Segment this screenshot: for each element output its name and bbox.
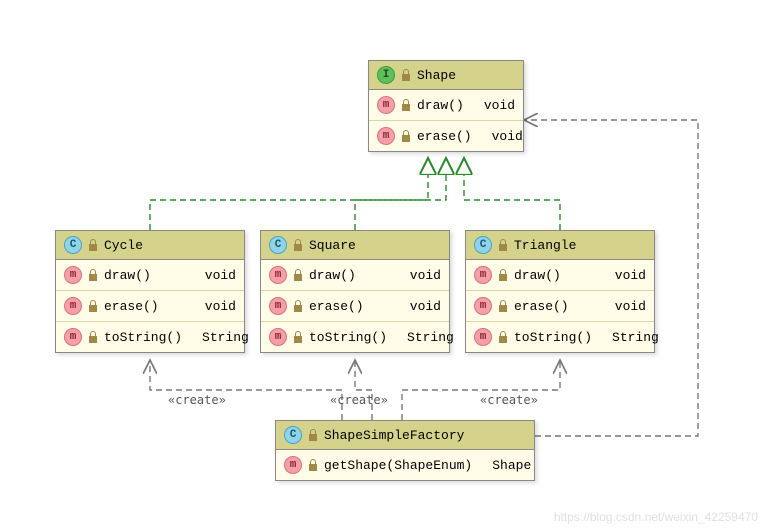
- method-badge-icon: m: [474, 297, 492, 315]
- method-return: void: [601, 268, 646, 283]
- method-signature: draw(): [514, 268, 595, 283]
- method-return: void: [601, 299, 646, 314]
- class-header: C Cycle: [56, 231, 244, 260]
- lock-icon: [401, 69, 411, 81]
- method-return: String: [393, 330, 454, 345]
- method-signature: toString(): [104, 330, 182, 345]
- class-name: Triangle: [514, 238, 576, 253]
- method-signature: draw(): [104, 268, 185, 283]
- class-badge-icon: C: [269, 236, 287, 254]
- class-body: mdraw()voidmerase()voidmtoString()String: [261, 260, 449, 352]
- method-signature: erase(): [514, 299, 595, 314]
- class-header: I Shape: [369, 61, 523, 90]
- class-factory: C ShapeSimpleFactory m getShape(ShapeEnum) S…: [275, 420, 535, 481]
- method-row: m erase() void: [261, 291, 449, 322]
- lock-icon: [308, 459, 318, 471]
- class-header: C Triangle: [466, 231, 654, 260]
- method-signature: toString(): [309, 330, 387, 345]
- method-badge-icon: m: [377, 127, 395, 145]
- method-return: Shape: [478, 458, 531, 473]
- method-return: void: [396, 299, 441, 314]
- method-signature: draw(): [417, 98, 464, 113]
- lock-icon: [293, 239, 303, 251]
- lock-icon: [498, 300, 508, 312]
- class-badge-icon: C: [284, 426, 302, 444]
- class-body: mdraw()voidmerase()voidmtoString()String: [466, 260, 654, 352]
- method-row: m getShape(ShapeEnum) Shape: [276, 450, 534, 480]
- class-name: Square: [309, 238, 356, 253]
- method-signature: getShape(ShapeEnum): [324, 458, 472, 473]
- method-row: m erase() void: [56, 291, 244, 322]
- lock-icon: [401, 99, 411, 111]
- lock-icon: [401, 130, 411, 142]
- method-row: m draw() void: [261, 260, 449, 291]
- class-header: C Square: [261, 231, 449, 260]
- class-body: m draw() void m erase() void: [369, 90, 523, 151]
- method-signature: erase(): [104, 299, 185, 314]
- method-signature: erase(): [417, 129, 472, 144]
- method-signature: erase(): [309, 299, 390, 314]
- watermark: https://blog.csdn.net/weixin_42259470: [554, 510, 758, 524]
- class-badge-icon: C: [474, 236, 492, 254]
- class-badge-icon: C: [64, 236, 82, 254]
- lock-icon: [498, 331, 508, 343]
- lock-icon: [308, 429, 318, 441]
- lock-icon: [88, 269, 98, 281]
- lock-icon: [293, 269, 303, 281]
- interface-badge-icon: I: [377, 66, 395, 84]
- method-return: void: [470, 98, 515, 113]
- class-square: C Square m draw() void m erase() void m toString(…: [260, 230, 450, 353]
- lock-icon: [293, 331, 303, 343]
- lock-icon: [88, 331, 98, 343]
- method-signature: draw(): [309, 268, 390, 283]
- class-cycle: C Cycle m draw() void m erase() void m toString()…: [55, 230, 245, 353]
- method-row: m erase() void: [369, 121, 523, 151]
- method-signature: toString(): [514, 330, 592, 345]
- svg-text:«create»: «create»: [480, 393, 538, 407]
- lock-icon: [88, 300, 98, 312]
- method-badge-icon: m: [64, 266, 82, 284]
- method-badge-icon: m: [64, 328, 82, 346]
- method-badge-icon: m: [269, 297, 287, 315]
- method-badge-icon: m: [474, 266, 492, 284]
- class-header: C ShapeSimpleFactory: [276, 421, 534, 450]
- method-row: m draw() void: [466, 260, 654, 291]
- method-row: mtoString()String: [261, 322, 449, 352]
- method-badge-icon: m: [269, 266, 287, 284]
- method-return: String: [598, 330, 659, 345]
- method-return: void: [191, 268, 236, 283]
- class-triangle: C Triangle m draw() void m erase() void m toStrin…: [465, 230, 655, 353]
- method-badge-icon: m: [377, 96, 395, 114]
- method-return: void: [396, 268, 441, 283]
- method-badge-icon: m: [474, 328, 492, 346]
- class-name: Cycle: [104, 238, 143, 253]
- class-name: Shape: [417, 68, 456, 83]
- class-name: ShapeSimpleFactory: [324, 428, 464, 443]
- method-row: m erase() void: [466, 291, 654, 322]
- method-row: mtoString()String: [56, 322, 244, 352]
- lock-icon: [498, 239, 508, 251]
- method-row: mtoString()String: [466, 322, 654, 352]
- svg-text:«create»: «create»: [330, 393, 388, 407]
- method-badge-icon: m: [269, 328, 287, 346]
- class-body: m getShape(ShapeEnum) Shape: [276, 450, 534, 480]
- method-return: void: [478, 129, 523, 144]
- method-badge-icon: m: [64, 297, 82, 315]
- lock-icon: [498, 269, 508, 281]
- method-badge-icon: m: [284, 456, 302, 474]
- method-return: String: [188, 330, 249, 345]
- lock-icon: [88, 239, 98, 251]
- svg-text:«create»: «create»: [168, 393, 226, 407]
- class-shape: I Shape m draw() void m erase() void: [368, 60, 524, 152]
- lock-icon: [293, 300, 303, 312]
- method-return: void: [191, 299, 236, 314]
- method-row: m draw() void: [369, 90, 523, 121]
- class-body: mdraw()voidmerase()voidmtoString()String: [56, 260, 244, 352]
- method-row: m draw() void: [56, 260, 244, 291]
